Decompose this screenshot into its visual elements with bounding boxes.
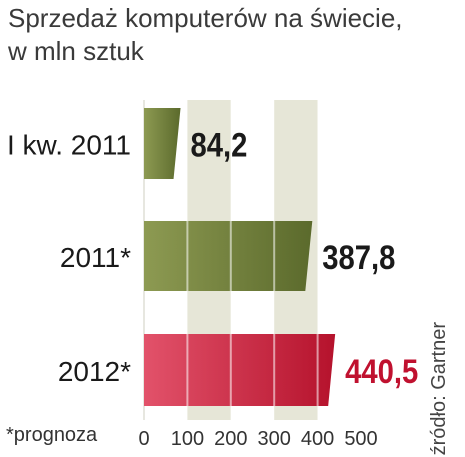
x-tick-label: 400 bbox=[301, 428, 334, 450]
chart-title: Sprzedaż komputerów na świecie, w mln sz… bbox=[8, 2, 448, 68]
x-tick-label: 100 bbox=[171, 428, 204, 450]
bar bbox=[144, 108, 181, 179]
bar bbox=[144, 334, 336, 406]
data-label: 440,5 bbox=[345, 352, 418, 391]
data-label: 84,2 bbox=[191, 125, 248, 164]
source-note: źródło: Gartner bbox=[428, 322, 450, 456]
x-tick-label: 0 bbox=[138, 428, 149, 450]
title-line-2: w mln sztuk bbox=[8, 36, 144, 66]
category-label: I kw. 2011 bbox=[7, 130, 131, 161]
title-line-1: Sprzedaż komputerów na świecie, bbox=[8, 3, 403, 33]
footnote: *prognoza bbox=[6, 424, 98, 446]
x-tick-label: 500 bbox=[344, 428, 377, 450]
category-label: 2011* bbox=[60, 242, 131, 273]
category-label: 2012* bbox=[58, 356, 131, 387]
bar bbox=[144, 221, 313, 291]
x-tick-label: 200 bbox=[214, 428, 247, 450]
x-tick-label: 300 bbox=[258, 428, 291, 450]
data-label: 387,8 bbox=[322, 238, 395, 277]
